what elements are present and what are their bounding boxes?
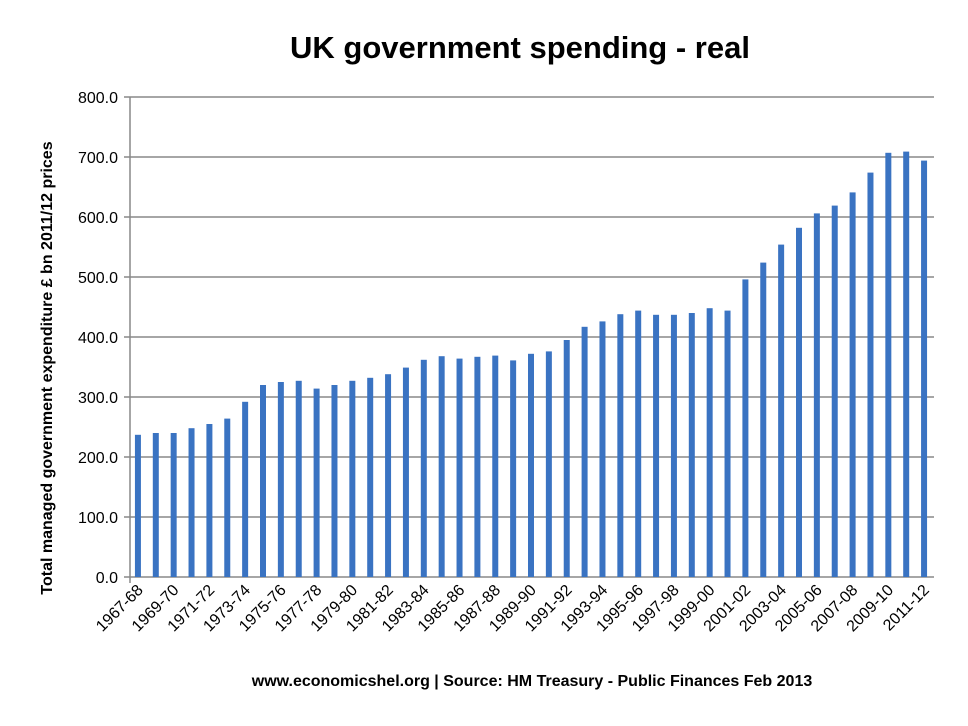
y-tick-label: 800.0 [78,90,118,107]
bar-1991-92 [563,340,570,577]
bar-1993-94 [599,321,606,577]
bar-1997-98 [670,314,677,577]
bar-1969-70 [170,433,177,577]
bar-1980-81 [367,377,374,577]
bar-2003-04 [778,244,785,577]
bar-1970-71 [188,428,195,577]
bar-1979-80 [349,380,356,577]
bar-2001-02 [742,279,749,577]
bar-1978-79 [331,385,338,577]
bar-2007-08 [849,192,856,577]
bar-1989-90 [528,353,534,577]
bar-2009-10 [885,152,892,578]
y-tick-label: 300.0 [78,390,118,407]
bar-1999-00 [706,308,713,577]
bar-1996-97 [653,314,660,577]
chart-title: UK government spending - real [290,30,750,65]
y-tick-label: 0.0 [96,570,118,587]
bar-2008-09 [867,172,874,577]
y-tick-label: 100.0 [78,510,118,527]
bar-1985-86 [456,358,463,577]
y-tick-label: 400.0 [78,330,118,347]
bar-1988-89 [510,360,517,577]
bar-2010-11 [903,151,910,577]
bar-2006-07 [831,205,838,577]
bar-1981-82 [385,374,392,577]
bar-2004-05 [796,227,802,578]
bar-2002-03 [760,262,767,577]
bar-1968-69 [152,433,159,577]
bar-1995-96 [635,310,642,577]
bar-1990-91 [545,351,552,577]
y-tick-label: 500.0 [78,270,118,287]
bar-1986-87 [474,356,481,577]
bar-1972-73 [224,418,231,577]
bar-1967-68 [134,434,141,577]
y-tick-label: 700.0 [78,150,118,167]
bar-1971-72 [206,424,213,577]
x-axis-label: www.economicshel.org | Source: HM Treasu… [251,673,813,690]
bar-1973-74 [242,401,249,577]
bar-2005-06 [813,213,820,577]
bar-1994-95 [617,314,624,577]
bar-1998-99 [688,313,695,577]
bar-1982-83 [402,367,409,577]
bar-2000-01 [724,310,731,577]
y-tick-label: 600.0 [78,210,118,227]
bar-1974-75 [260,385,266,577]
bar-1983-84 [420,359,427,577]
y-axis-label: Total managed government expenditure £ b… [39,141,56,594]
bar-1992-93 [581,326,588,577]
bar-1977-78 [313,388,320,577]
bar-2011-12 [921,160,928,577]
bar-1987-88 [492,355,499,577]
bar-1984-85 [438,356,445,577]
bar-1976-77 [295,380,302,577]
y-tick-label: 200.0 [78,450,118,467]
bar-1975-76 [277,382,284,577]
